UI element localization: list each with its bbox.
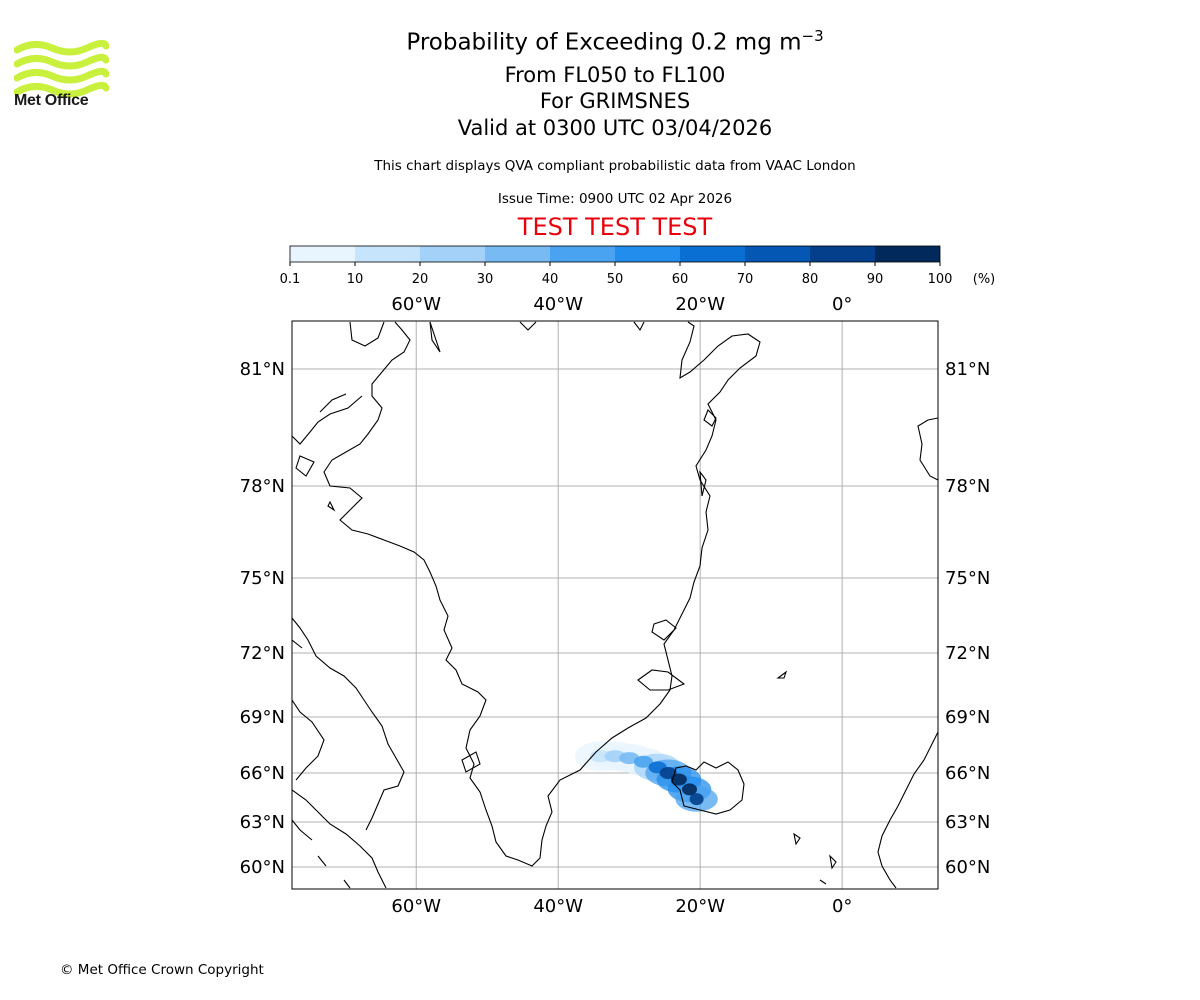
lat-tick-label: 78°N: [945, 476, 990, 497]
axis-labels: 60°W 60°W 40°W 40°W 20°W 20°W 0° 0° 81°N 81°N 78°N…: [240, 294, 991, 917]
lon-tick-label: 40°W: [533, 294, 583, 315]
lon-tick-label: 0°: [832, 896, 852, 917]
lat-tick-label: 75°N: [945, 568, 990, 589]
colorbar-tick-label: 40: [542, 272, 559, 287]
coastline-iceland: [671, 761, 745, 815]
lon-tick-label: 0°: [832, 294, 852, 315]
lon-tick-label: 40°W: [533, 896, 583, 917]
plume-cell: [689, 793, 704, 806]
colorbar-segment: [680, 246, 745, 262]
chart-title: Probability of Exceeding 0.2 mg m−3: [406, 27, 824, 56]
lon-tick-label: 60°W: [391, 896, 441, 917]
coastlines: [292, 321, 938, 889]
ash-plume: [574, 741, 718, 812]
colorbar-tick-label: 10: [347, 272, 364, 287]
colorbar-segment: [290, 246, 355, 262]
graticule: [292, 321, 938, 889]
lat-tick-label: 63°N: [945, 812, 990, 833]
copyright: © Met Office Crown Copyright: [60, 962, 264, 978]
plume-cell: [670, 773, 687, 786]
lon-tick-label: 20°W: [675, 896, 725, 917]
lat-tick-label: 66°N: [240, 763, 285, 784]
lat-tick-label: 63°N: [240, 812, 285, 833]
lon-tick-label: 20°W: [675, 294, 725, 315]
plume-cell: [682, 783, 698, 796]
colorbar-unit: (%): [973, 272, 996, 287]
lat-tick-label: 78°N: [240, 476, 285, 497]
lat-tick-label: 81°N: [240, 359, 285, 380]
met-office-logo: [14, 39, 109, 98]
colorbar-segment: [550, 246, 615, 262]
lat-tick-label: 72°N: [945, 643, 990, 664]
colorbar-segment: [355, 246, 420, 262]
lat-tick-label: 60°N: [240, 857, 285, 878]
met-office-logo-text: Met Office: [14, 92, 89, 109]
issue-time: Issue Time: 0900 UTC 02 Apr 2026: [497, 191, 733, 207]
coastline-svalbard: [917, 417, 938, 481]
lat-tick-label: 69°N: [945, 707, 990, 728]
lon-tick-label: 60°W: [391, 294, 441, 315]
colorbar: 0.1 10 20 30 40 50 60 70 80 90 100 (%): [280, 245, 996, 287]
map-frame: [291, 320, 939, 890]
lat-tick-label: 66°N: [945, 763, 990, 784]
colorbar-segment: [875, 246, 940, 262]
colorbar-segment: [745, 246, 810, 262]
colorbar-tick-label: 20: [412, 272, 429, 287]
flight-level-range: From FL050 to FL100: [504, 63, 726, 87]
lat-tick-label: 75°N: [240, 568, 285, 589]
colorbar-segment: [485, 246, 550, 262]
lat-tick-label: 69°N: [240, 707, 285, 728]
coastline-norway: [877, 731, 938, 889]
coastline-baffin: [292, 617, 405, 831]
colorbar-tick-label: 100: [928, 272, 953, 287]
volcano-name: For GRIMSNES: [539, 89, 691, 113]
colorbar-segment: [810, 246, 875, 262]
lat-tick-label: 81°N: [945, 359, 990, 380]
colorbar-tick-label: 80: [802, 272, 819, 287]
colorbar-tick-label: 70: [737, 272, 754, 287]
colorbar-segment: [615, 246, 680, 262]
plume-cell: [633, 755, 653, 768]
lat-tick-label: 72°N: [240, 643, 285, 664]
source-note: This chart displays QVA compliant probab…: [374, 158, 856, 174]
colorbar-tick-label: 60: [672, 272, 689, 287]
colorbar-segment: [420, 246, 485, 262]
colorbar-tick-label: 90: [867, 272, 884, 287]
colorbar-tick-label: 30: [477, 272, 494, 287]
lat-tick-label: 60°N: [945, 857, 990, 878]
colorbar-tick-label: 0.1: [280, 272, 301, 287]
valid-time: Valid at 0300 UTC 03/04/2026: [457, 116, 773, 140]
colorbar-tick-label: 50: [607, 272, 624, 287]
test-banner: TEST TEST TEST: [517, 213, 713, 241]
